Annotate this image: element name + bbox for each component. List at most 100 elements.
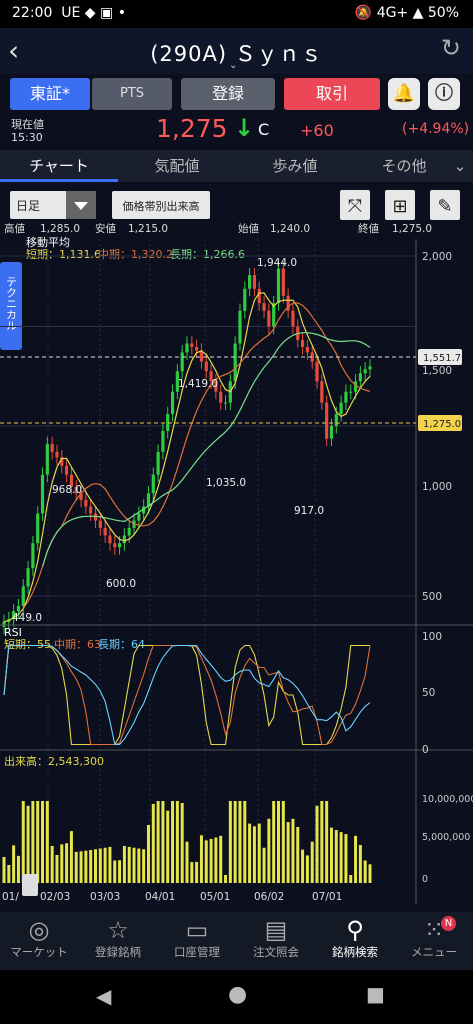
volume-bar: [224, 875, 228, 883]
nav-market[interactable]: ◎ マーケット: [0, 912, 78, 970]
bell-icon[interactable]: 🔔: [388, 78, 420, 110]
volume-bar: [175, 801, 179, 883]
volume-bar: [363, 860, 367, 883]
nav-search[interactable]: ⚲ 銘柄検索: [316, 912, 394, 970]
recents-square-icon[interactable]: ■: [366, 982, 385, 1006]
nav-account[interactable]: ▭ 口座管理: [158, 912, 236, 970]
pencil-icon[interactable]: [430, 190, 460, 220]
rsi-title: RSI: [4, 626, 22, 639]
price-line-label-box: [418, 349, 462, 365]
annotation-449: 449.0: [12, 612, 42, 624]
home-circle-icon[interactable]: ●: [228, 982, 248, 1007]
candle-body: [117, 543, 122, 548]
tab-other[interactable]: その他: [381, 157, 427, 175]
y-tick-1000: 1,000: [422, 481, 452, 493]
annotation-1944: 1,944.0: [257, 257, 297, 269]
candle-body: [156, 451, 160, 475]
tab-chart[interactable]: チャート: [0, 150, 118, 182]
x-tick-0701: 07/01: [312, 891, 342, 903]
ohlc-open: 1,240.0: [270, 223, 310, 235]
rsi-lines: [3, 644, 371, 746]
volume-bar: [305, 855, 309, 883]
candle-body: [108, 535, 112, 544]
volume-bar: [238, 801, 242, 883]
volume-bar: [291, 818, 295, 883]
status-network: 4G+: [376, 5, 409, 21]
register-button[interactable]: 登録: [181, 78, 275, 110]
candle-body: [98, 520, 102, 528]
candle-body: [243, 288, 247, 311]
candle-body: [161, 430, 165, 452]
volume-bar: [98, 848, 102, 883]
price-label: 現在値: [11, 118, 44, 131]
ma-long: 長期：1,266.6: [170, 248, 245, 261]
volume-bar: [368, 864, 372, 883]
volume-bar: [2, 857, 6, 883]
back-triangle-icon[interactable]: ◀: [96, 984, 112, 1008]
candle-body: [344, 391, 348, 403]
volume-bar: [315, 805, 319, 883]
chart-area[interactable]: 日足 価格帯別出来高 ⤧ ⊞ ✎ 高値 1,285.0 安値 1,215.0 始…: [0, 184, 473, 910]
volume-bar: [329, 827, 333, 883]
candle-body: [36, 513, 40, 544]
trade-button[interactable]: 取引: [284, 78, 380, 110]
tab-quotes[interactable]: 気配値: [154, 157, 200, 175]
y-tick-500: 500: [422, 591, 442, 603]
ma-line: [3, 292, 371, 623]
candle-body: [368, 366, 372, 370]
candle-body: [300, 339, 305, 348]
layout-grid-icon[interactable]: [385, 190, 415, 220]
rsi-long: 長期：64: [98, 638, 145, 651]
reload-icon[interactable]: ↻: [440, 34, 461, 62]
price-change: +60: [300, 121, 334, 140]
volume-bar: [190, 862, 194, 883]
chevron-down-icon[interactable]: ⌄: [453, 157, 467, 175]
rsi-tick-50: 50: [422, 687, 435, 699]
stock-chart[interactable]: 日足 価格帯別出来高 ⤧ ⊞ ✎ 高値 1,285.0 安値 1,215.0 始…: [0, 184, 473, 910]
candle-body: [69, 474, 74, 487]
nav-orders[interactable]: ▤ 注文照会: [237, 912, 315, 970]
candle-body: [219, 391, 223, 403]
volume-bar: [146, 825, 150, 883]
system-nav: ◀ ● ■: [0, 970, 473, 1024]
candle-body: [349, 391, 353, 393]
candle-body: [137, 513, 141, 521]
price-line-label-1551: 1,551.7: [423, 353, 461, 364]
candle-body: [89, 506, 93, 514]
candle-body: [238, 310, 242, 344]
page-title[interactable]: (290A) Ｓｙｎｓ: [150, 42, 323, 66]
volume-bar: [60, 844, 64, 883]
candle-body: [190, 343, 194, 348]
volume-bar: [108, 846, 112, 883]
volume-bar: [349, 875, 353, 883]
volume-bar: [118, 860, 122, 883]
candle-body: [281, 268, 285, 296]
technical-tab[interactable]: [0, 262, 22, 350]
volume-title: 出来高：2,543,300: [4, 754, 104, 768]
back-icon[interactable]: ‹: [8, 34, 20, 67]
volume-bar: [209, 839, 213, 883]
volume-by-price-button[interactable]: [112, 191, 210, 219]
volume-bar: [41, 801, 45, 883]
pts-button[interactable]: PTS: [92, 78, 172, 110]
candle-body: [252, 275, 257, 289]
candle-body: [113, 543, 117, 548]
price-line-label-1275: 1,275.0: [423, 419, 461, 430]
tab-ticks[interactable]: 歩み値: [272, 157, 318, 175]
info-icon[interactable]: ⓘ: [428, 78, 460, 110]
rsi-short: 短期：55: [4, 637, 51, 651]
svg-text:✎: ✎: [437, 196, 452, 217]
scroll-handle[interactable]: [22, 874, 38, 896]
globe-icon: ◎: [28, 916, 50, 944]
candle-body: [180, 352, 184, 372]
volume-bar: [151, 803, 155, 883]
nav-menu[interactable]: ⁙ メニュー N: [395, 912, 473, 970]
candle-body: [50, 443, 54, 452]
grid-icon: ⁙: [423, 916, 445, 944]
fullscreen-icon[interactable]: [340, 190, 370, 220]
volume-bar: [65, 843, 69, 883]
annotation-968: 968.0: [52, 484, 82, 496]
chevron-down-icon[interactable]: ⌄: [229, 60, 238, 71]
tse-button[interactable]: 東証*: [10, 78, 90, 110]
nav-watchlist[interactable]: ☆ 登録銘柄: [79, 912, 157, 970]
